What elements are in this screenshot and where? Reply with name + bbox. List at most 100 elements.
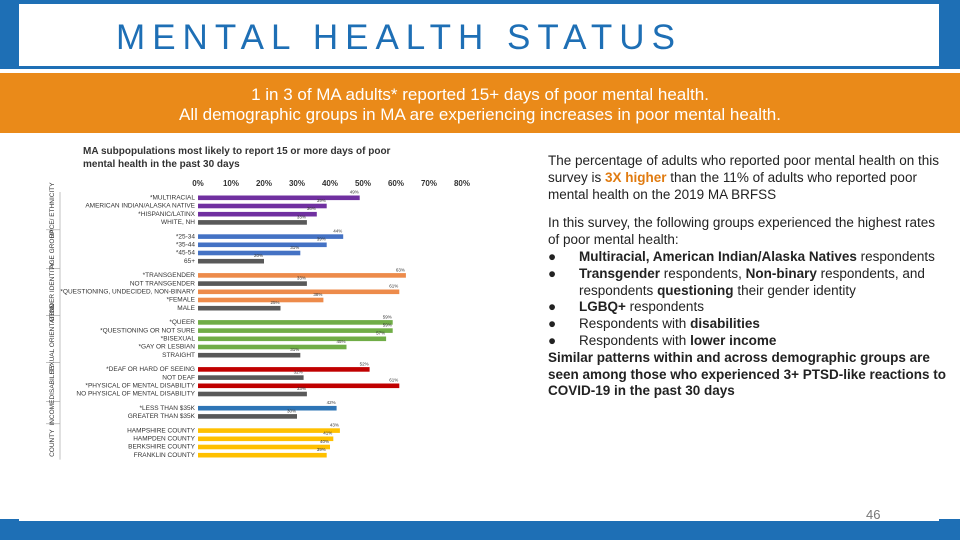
bar-value-label: 40% [320,439,329,444]
title-box: MENTAL HEALTH STATUS [19,4,939,66]
bar [198,195,360,201]
bar [198,273,406,278]
bar-value-label: 42% [327,400,336,405]
bar [198,375,304,380]
bar [198,336,387,342]
bar-value-label: 25% [271,300,280,305]
item-bold: Multiracial, American Indian/Alaska Nati… [579,248,857,264]
item-text: respondents [625,299,704,315]
bar-value-label: 61% [389,378,398,383]
bar-value-label: 44% [333,229,342,234]
row-label: *BISEXUAL [161,336,196,343]
bar-value-label: 32% [294,370,303,375]
item-bold: disabilities [690,316,760,332]
bar-value-label: 39% [317,198,326,203]
bar [198,328,393,333]
row-label: HAMPDEN COUNTY [133,436,195,443]
group-label: AGE GROUP [49,230,56,269]
row-label: *QUESTIONING OR NOT SURE [100,327,196,334]
item-text: respondents, [660,265,746,281]
finding-1-highlight: 3X higher [605,169,667,185]
row-label: STRAIGHT [162,352,195,359]
chart-title-line: mental health in the past 30 days [83,159,240,170]
list-item: ● Multiracial, American Indian/Alaska Nat… [548,249,948,266]
group-label: RACE/ ETHNICITY [49,182,56,239]
banner-text: 1 in 3 of MA adults* reported 15+ days o… [0,85,960,125]
bar [198,258,264,264]
bar-value-label: 36% [307,206,316,211]
bar-value-label: 31% [290,347,299,352]
bar [198,250,301,256]
row-label: *35-44 [176,242,196,249]
list-item: ● Transgender respondents, Non-binary res… [548,266,948,300]
bar [198,383,400,389]
bar [198,414,297,419]
row-label: *HISPANIC/LATINX [138,211,195,218]
bar [198,281,307,286]
finding-1-text-end: than the 11% of adults who reported poor… [548,169,917,202]
row-label: *45-54 [176,250,196,257]
group-label: DISABILITY [49,364,56,400]
bar [198,320,393,325]
bar [198,452,327,458]
bar [198,220,307,225]
bar [198,305,281,311]
bar [198,234,344,239]
x-tick-label: 50% [355,179,371,188]
bar [198,367,370,372]
item-bold: lower income [690,332,777,348]
finding-paragraph-3: Similar patterns within and across demog… [548,349,946,399]
bullet-icon: ● [548,248,557,264]
x-tick-label: 30% [289,179,305,188]
bar [198,444,330,450]
slide-number: 46 [866,507,881,522]
footer-divider [19,519,939,521]
x-tick-label: 10% [223,179,239,188]
row-label: *TRANSGENDER [143,272,196,279]
banner-line-2: All demographic groups in MA are experie… [179,105,781,124]
chart-title-line: MA subpopulations most likely to report … [83,146,391,157]
bar-value-label: 39% [317,237,326,242]
list-item: ● Respondents with lower income [548,333,948,350]
bar-value-label: 59% [383,314,392,319]
bar [198,391,307,397]
list-item: ● Respondents with disabilities [548,316,948,333]
finding-paragraph-2: In this survey, the following groups exp… [548,215,948,349]
row-label: NOT DEAF [162,374,195,381]
row-label: *25-34 [176,233,196,240]
row-label: 65+ [184,258,195,265]
banner-line-1: 1 in 3 of MA adults* reported 15+ days o… [251,85,709,104]
bar-value-label: 41% [323,431,332,436]
finding-paragraph-1: The percentage of adults who reported po… [548,153,948,203]
x-tick-label: 80% [454,179,470,188]
row-label: *DEAF OR HARD OF SEEING [106,366,195,373]
bar [198,297,324,303]
item-bold: Non-binary [745,265,817,281]
bar-value-label: 20% [254,253,263,258]
group-label: GENDER IDENTITY [49,262,56,322]
bullet-icon: ● [548,316,557,332]
row-label: NO PHYSICAL OF MENTAL DISABILITY [76,391,195,398]
findings-text-panel: The percentage of adults who reported po… [548,153,948,400]
bar-value-label: 43% [330,423,339,428]
header-bar: MENTAL HEALTH STATUS [0,0,960,69]
item-text: respondents, and respondents [579,265,925,298]
bar [198,428,340,433]
bar [198,405,337,411]
row-label: HAMPSHIRE COUNTY [127,427,196,434]
bar-value-label: 30% [287,408,296,413]
bullet-icon: ● [548,265,557,281]
bar-value-label: 33% [297,386,306,391]
bar-value-label: 38% [313,292,322,297]
row-label: *GAY OR LESBIAN [139,344,196,351]
item-text: Respondents with [579,316,691,332]
bar [198,242,327,248]
item-text: respondents [856,248,935,264]
item-bold: LGBQ+ [579,299,626,315]
row-label: *QUEER [169,319,195,326]
bar-value-label: 52% [360,361,369,366]
bar-value-label: 31% [290,245,299,250]
bar-value-label: 63% [396,267,405,272]
item-bold: questioning [657,282,734,298]
x-tick-label: 20% [256,179,272,188]
